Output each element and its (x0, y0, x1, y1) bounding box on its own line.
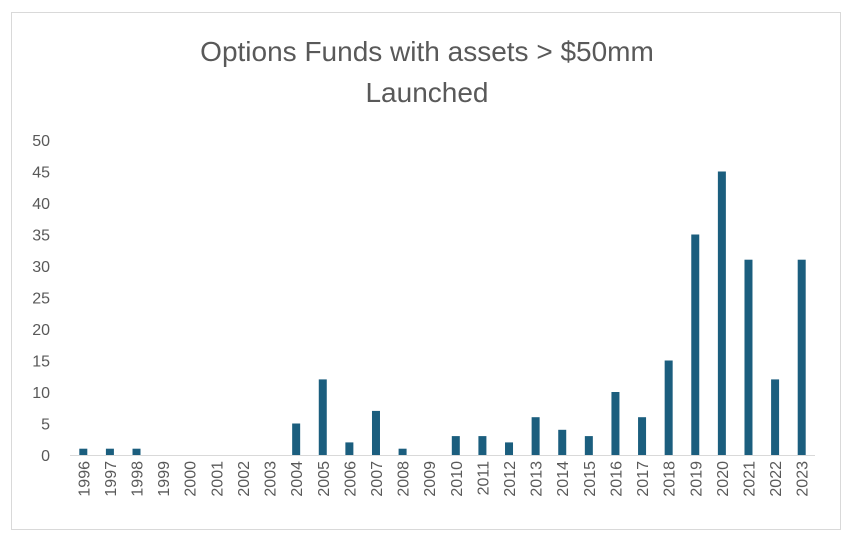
x-tick-label: 2014 (555, 461, 572, 497)
bar-2018 (664, 360, 673, 455)
chart-frame (11, 12, 841, 530)
bar-2019 (691, 234, 700, 455)
bar-1998 (132, 448, 141, 455)
bar-2017 (638, 417, 647, 455)
x-tick-label: 2006 (342, 461, 359, 497)
x-tick-label: 2018 (662, 461, 679, 497)
bar-2021 (744, 259, 753, 455)
y-tick-label: 50 (32, 133, 50, 150)
x-tick-label: 2008 (396, 461, 413, 497)
x-tick-label: 2021 (741, 461, 758, 497)
y-tick-label: 25 (32, 291, 50, 308)
x-tick-label: 1997 (103, 461, 120, 497)
x-tick-label: 2017 (635, 461, 652, 497)
bar-2014 (558, 429, 567, 455)
x-tick-label: 2023 (795, 461, 812, 497)
bar-2004 (292, 423, 301, 455)
x-tick-label: 2020 (715, 461, 732, 497)
bar-2016 (611, 392, 620, 455)
x-tick-label: 2007 (369, 461, 386, 497)
bar-2015 (584, 436, 593, 455)
x-tick-label: 2005 (316, 461, 333, 497)
y-tick-label: 10 (32, 385, 50, 402)
x-tick-label: 2015 (582, 461, 599, 497)
y-tick-label: 5 (41, 417, 50, 434)
x-tick-label: 2001 (209, 461, 226, 497)
x-tick-label: 2011 (475, 461, 492, 496)
bar-1996 (79, 448, 88, 455)
x-tick-label: 2003 (263, 461, 280, 497)
bar-2005 (318, 379, 327, 455)
x-tick-label: 2022 (768, 461, 785, 497)
y-tick-label: 15 (32, 354, 50, 371)
y-axis-ticks: 0 5 10 15 20 25 30 35 40 45 50 (32, 133, 50, 465)
x-tick-label: 2004 (289, 461, 306, 497)
bar-2012 (505, 442, 514, 455)
bar-2022 (771, 379, 780, 455)
y-tick-label: 20 (32, 322, 50, 339)
bar-2010 (451, 436, 460, 455)
y-tick-label: 0 (41, 448, 50, 465)
bar-2011 (478, 436, 487, 455)
x-axis-ticks: 1996 1997 1998 1999 2000 2001 2002 2003 2004 2005… (76, 461, 811, 497)
x-tick-label: 2000 (183, 461, 200, 497)
bar-2008 (398, 448, 407, 455)
x-tick-label: 2012 (502, 461, 519, 497)
bar-2020 (717, 171, 726, 455)
x-tick-label: 1999 (156, 461, 173, 497)
bar-1997 (105, 448, 114, 455)
bar-2006 (345, 442, 354, 455)
x-tick-label: 2002 (236, 461, 253, 497)
y-tick-label: 35 (32, 228, 50, 245)
y-tick-label: 45 (32, 165, 50, 182)
bar-2023 (797, 259, 806, 455)
y-tick-label: 30 (32, 259, 50, 276)
bar-2007 (371, 410, 380, 455)
x-tick-label: 1998 (130, 461, 147, 497)
bars (79, 171, 806, 455)
x-tick-label: 2009 (422, 461, 439, 497)
chart-title-line-2: Launched (365, 77, 488, 108)
x-tick-label: 2013 (529, 461, 546, 497)
x-tick-label: 2010 (449, 461, 466, 497)
y-tick-label: 40 (32, 196, 50, 213)
bar-2013 (531, 417, 540, 455)
x-tick-label: 1996 (76, 461, 93, 497)
x-tick-label: 2016 (608, 461, 625, 497)
chart-title-line-1: Options Funds with assets > $50mm (200, 36, 654, 67)
x-tick-label: 2019 (688, 461, 705, 497)
